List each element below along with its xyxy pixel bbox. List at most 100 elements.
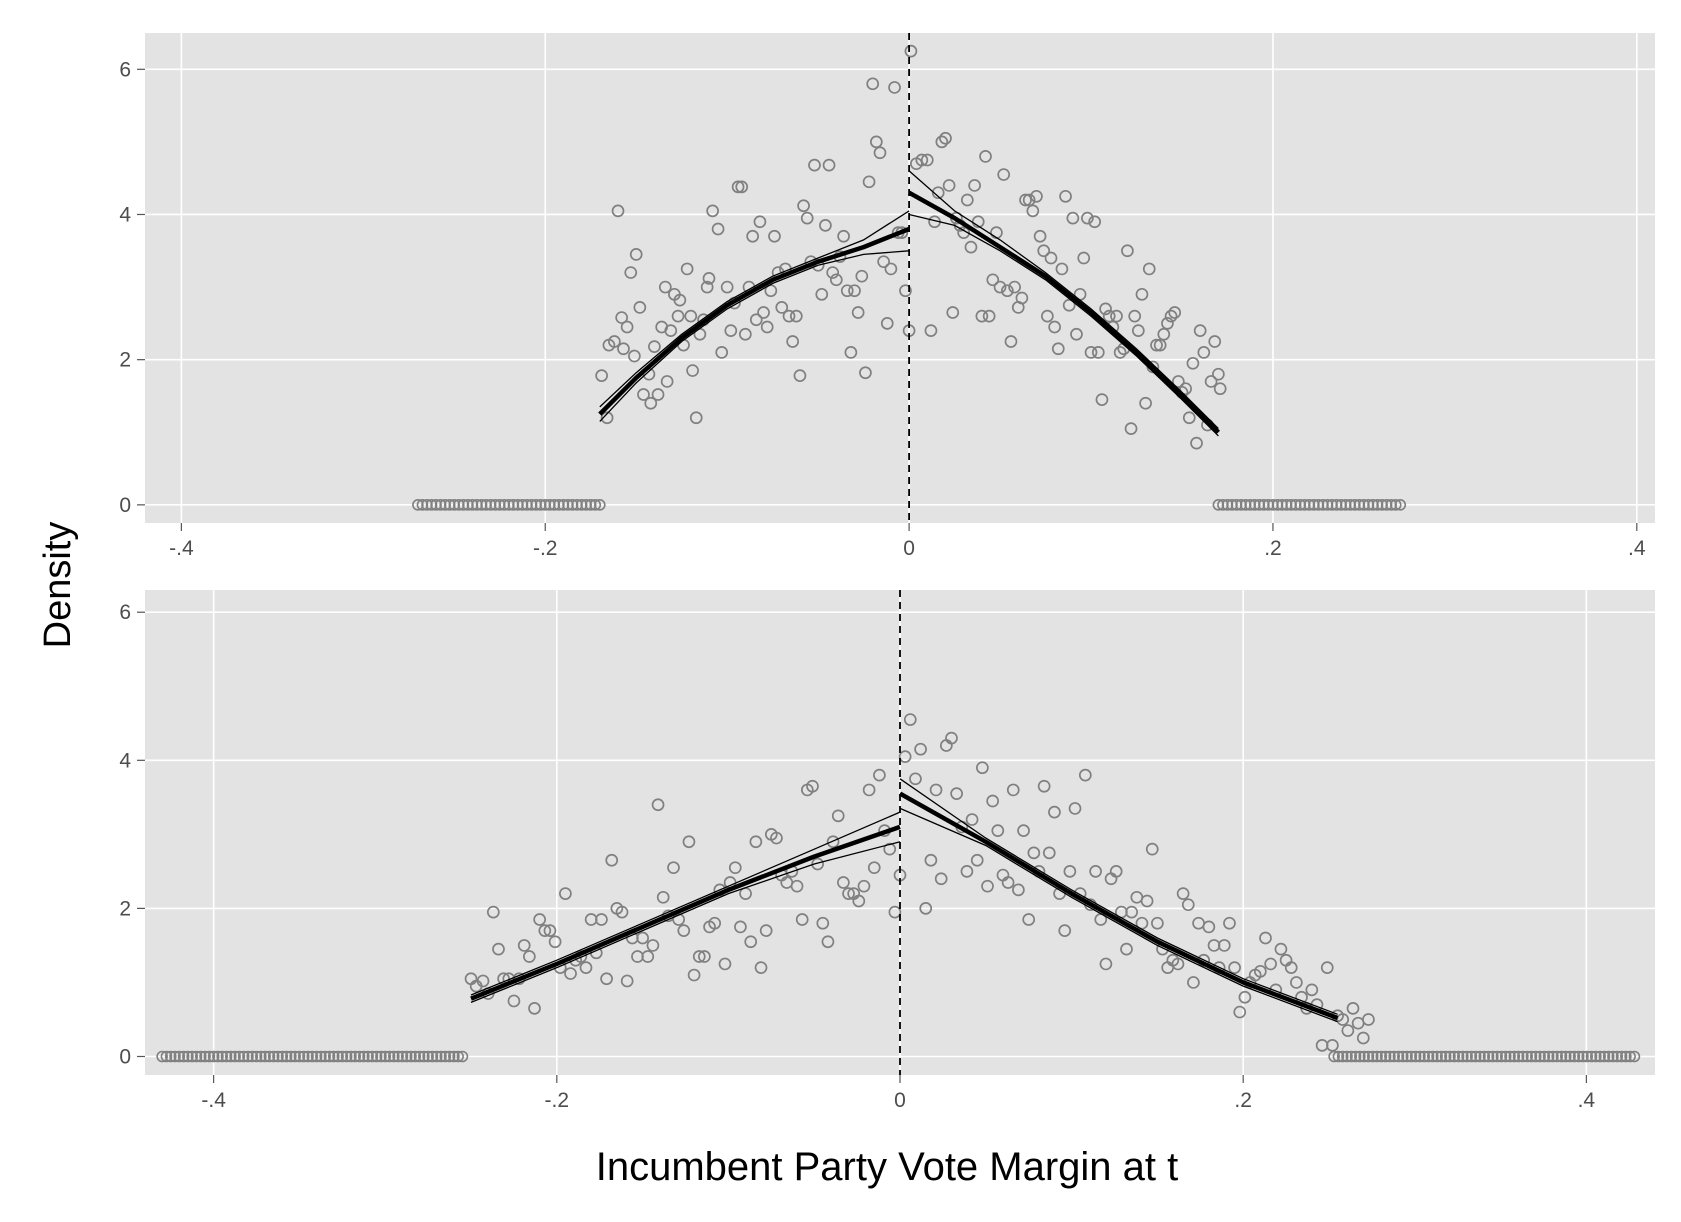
zero-density-point (400, 1050, 413, 1063)
density-point (702, 272, 716, 285)
density-point (1213, 382, 1227, 396)
density-point (1048, 320, 1061, 334)
density-point (880, 317, 894, 330)
density-point (1033, 229, 1047, 243)
zero-density-point (1620, 1050, 1632, 1063)
zero-density-point (272, 1050, 284, 1063)
x-axis-title: Incumbent Party Vote Margin at t (596, 1145, 1179, 1189)
zero-density-point (1405, 1050, 1418, 1063)
zero-density-point (521, 499, 533, 511)
zero-density-point (177, 1050, 190, 1063)
density-point (615, 905, 629, 919)
density-point (852, 894, 866, 908)
zero-density-point (1321, 499, 1334, 511)
zero-density-point (457, 499, 470, 511)
zero-density-point (1487, 1050, 1499, 1063)
density-point (764, 284, 778, 298)
density-point (1362, 1013, 1375, 1026)
ci-lower-left (470, 841, 901, 1004)
zero-density-point (1344, 499, 1357, 511)
density-point (1026, 204, 1040, 218)
density-point (884, 262, 898, 276)
density-point (1193, 324, 1207, 337)
zero-density-point (448, 1050, 460, 1063)
density-point (605, 853, 619, 867)
density-point (924, 853, 938, 867)
density-point (898, 750, 912, 763)
density-point (837, 876, 850, 889)
density-point (660, 375, 674, 388)
density-point (1320, 961, 1334, 974)
density-point (946, 306, 960, 319)
density-point (899, 284, 912, 298)
density-point (753, 215, 767, 229)
density-point (711, 222, 725, 236)
density-point (768, 229, 781, 243)
density-point (1153, 338, 1167, 352)
zero-density-point (396, 1050, 409, 1063)
zero-density-point (503, 499, 515, 511)
zero-density-point (1628, 1050, 1641, 1063)
zero-density-point (1529, 1050, 1542, 1063)
density-point (1346, 1002, 1360, 1015)
density-point (1233, 1005, 1247, 1019)
plot-background (145, 33, 1655, 523)
density-point (1171, 375, 1185, 388)
density-point (517, 939, 531, 952)
density-point (993, 280, 1007, 294)
zero-density-point (250, 1050, 263, 1063)
zero-density-point (242, 1050, 254, 1063)
zero-density-point (259, 1050, 271, 1063)
zero-density-point (525, 499, 538, 511)
density-point (677, 924, 691, 937)
density-point (1190, 436, 1203, 450)
zero-density-point (255, 1050, 267, 1063)
density-point (757, 306, 770, 319)
zero-density-point (1336, 1050, 1349, 1063)
density-point (934, 872, 948, 886)
fit-line-left (470, 824, 901, 1001)
density-point (759, 924, 773, 937)
density-point (1202, 920, 1216, 934)
zero-density-point (1358, 499, 1370, 511)
zero-density-point (1262, 499, 1275, 511)
density-point (1001, 876, 1015, 889)
density-point (656, 890, 670, 904)
zero-density-point (1362, 499, 1375, 511)
density-point (1120, 942, 1133, 956)
zero-density-point (212, 1050, 224, 1063)
zero-density-point (306, 1050, 319, 1063)
density-point (873, 768, 886, 782)
zero-density-point (1244, 499, 1257, 511)
zero-density-point (1512, 1050, 1525, 1063)
density-point (782, 309, 796, 323)
density-point (543, 924, 557, 937)
zero-density-point (323, 1050, 336, 1063)
density-point (797, 199, 810, 213)
zero-density-point (1394, 499, 1407, 511)
density-point (848, 284, 861, 298)
zero-density-point (1385, 499, 1398, 511)
density-point (1356, 1031, 1370, 1045)
zero-density-point (1341, 1050, 1353, 1063)
density-point (903, 713, 917, 726)
zero-density-point (566, 499, 579, 511)
density-point (877, 255, 890, 269)
density-point (1142, 262, 1156, 276)
density-point (800, 211, 814, 225)
density-point (888, 905, 902, 919)
density-point (1008, 280, 1021, 294)
zero-density-point (1253, 499, 1266, 511)
density-point (991, 824, 1005, 837)
density-point (760, 320, 774, 334)
zero-density-point (412, 499, 424, 511)
density-point (486, 905, 500, 919)
density-point (1140, 894, 1154, 908)
density-point (775, 301, 789, 314)
zero-density-point (1585, 1050, 1598, 1063)
zero-density-point (1465, 1050, 1478, 1063)
density-point (1113, 346, 1127, 359)
density-point (1125, 905, 1138, 919)
density-point (1124, 422, 1138, 435)
